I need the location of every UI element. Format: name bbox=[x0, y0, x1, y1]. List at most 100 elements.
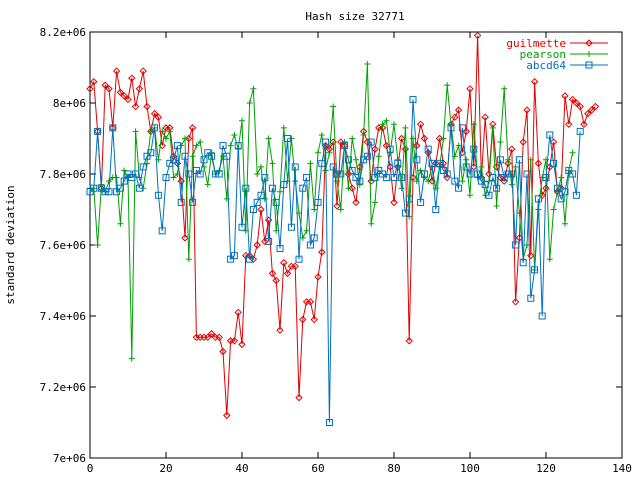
data-point bbox=[454, 106, 463, 114]
data-point bbox=[231, 131, 238, 138]
data-point bbox=[254, 171, 261, 177]
data-point bbox=[208, 149, 215, 156]
data-point bbox=[515, 156, 523, 164]
data-point bbox=[572, 99, 581, 107]
data-point bbox=[565, 120, 573, 129]
data-point bbox=[440, 135, 447, 142]
data-point bbox=[382, 141, 391, 150]
data-point bbox=[420, 134, 429, 143]
data-point bbox=[375, 153, 382, 160]
data-point bbox=[257, 205, 265, 214]
data-point bbox=[257, 191, 265, 199]
data-point bbox=[246, 255, 254, 263]
data-point bbox=[105, 85, 113, 93]
data-point bbox=[557, 195, 565, 203]
y-tick-label: 8e+06 bbox=[53, 97, 86, 110]
data-point bbox=[481, 181, 489, 189]
series-abcd64 bbox=[86, 95, 584, 426]
data-point bbox=[344, 156, 352, 164]
data-point bbox=[276, 245, 284, 253]
data-point bbox=[140, 185, 147, 192]
data-point bbox=[299, 184, 307, 192]
data-point bbox=[554, 188, 561, 195]
data-point bbox=[569, 170, 577, 178]
data-point bbox=[383, 117, 390, 124]
data-point bbox=[113, 174, 120, 181]
data-point bbox=[511, 298, 520, 306]
data-point bbox=[238, 223, 246, 231]
data-point bbox=[295, 255, 303, 263]
data-point bbox=[417, 167, 424, 174]
data-point bbox=[500, 174, 508, 182]
data-point bbox=[147, 128, 154, 135]
data-point bbox=[530, 77, 539, 86]
data-point bbox=[413, 141, 421, 150]
data-point bbox=[557, 184, 565, 192]
data-point bbox=[481, 113, 489, 121]
data-point bbox=[239, 117, 245, 124]
data-point bbox=[177, 198, 185, 206]
data-point bbox=[310, 234, 318, 242]
data-point bbox=[455, 142, 462, 149]
data-point bbox=[390, 198, 398, 207]
data-point bbox=[348, 184, 356, 192]
data-point bbox=[360, 131, 367, 138]
x-tick-label: 120 bbox=[536, 462, 556, 475]
data-point bbox=[523, 106, 531, 114]
data-point bbox=[253, 241, 261, 249]
data-point bbox=[258, 163, 264, 170]
data-point bbox=[128, 74, 136, 82]
data-point bbox=[268, 269, 277, 278]
data-point bbox=[280, 181, 288, 189]
legend-label: abcd64 bbox=[526, 59, 566, 72]
data-point bbox=[131, 102, 140, 111]
data-point bbox=[364, 60, 371, 67]
data-point bbox=[269, 160, 276, 167]
series-layer bbox=[86, 31, 600, 426]
data-point bbox=[132, 128, 139, 135]
data-point bbox=[272, 276, 280, 285]
data-point bbox=[402, 124, 409, 131]
data-point bbox=[307, 160, 314, 167]
data-point bbox=[139, 163, 147, 171]
data-point bbox=[424, 145, 432, 153]
data-point bbox=[432, 159, 440, 168]
data-point bbox=[220, 153, 226, 160]
chart-title: Hash size 32771 bbox=[305, 10, 404, 23]
data-point bbox=[151, 124, 159, 132]
data-point bbox=[482, 192, 489, 199]
data-point bbox=[106, 178, 112, 185]
data-point bbox=[299, 315, 307, 324]
data-point bbox=[101, 81, 109, 89]
data-point bbox=[527, 156, 534, 163]
data-point bbox=[352, 198, 360, 207]
data-point bbox=[447, 124, 455, 132]
data-point bbox=[238, 340, 246, 349]
series-line bbox=[89, 99, 581, 423]
data-point bbox=[185, 256, 192, 263]
data-point bbox=[549, 138, 558, 146]
data-point bbox=[211, 170, 219, 178]
data-point bbox=[405, 337, 413, 345]
y-axis-label: standard deviation bbox=[4, 185, 17, 304]
data-point bbox=[333, 170, 341, 178]
data-point bbox=[501, 85, 508, 92]
data-point bbox=[135, 85, 144, 93]
data-point bbox=[531, 266, 539, 274]
plot-frame bbox=[89, 31, 623, 459]
data-point bbox=[189, 153, 196, 160]
series-line bbox=[89, 35, 596, 416]
data-point bbox=[215, 333, 223, 342]
data-point bbox=[261, 174, 269, 182]
data-point bbox=[120, 177, 128, 185]
data-point bbox=[371, 145, 379, 153]
data-point bbox=[147, 149, 155, 157]
data-point bbox=[341, 142, 349, 150]
data-point bbox=[474, 170, 482, 178]
legend-label: guilmette bbox=[506, 37, 566, 50]
data-point bbox=[86, 188, 94, 196]
legend-label: pearson bbox=[520, 48, 566, 61]
data-point bbox=[128, 355, 135, 362]
data-point bbox=[352, 174, 360, 182]
